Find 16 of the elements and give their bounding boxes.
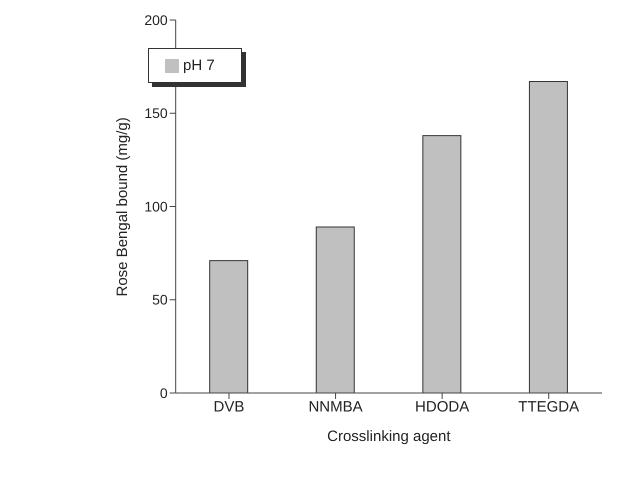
- bar: [528, 81, 568, 393]
- legend-label: pH 7: [183, 57, 215, 74]
- x-tick-label: DVB: [214, 398, 244, 416]
- x-axis-title: Crosslinking agent: [327, 428, 452, 445]
- bar: [209, 260, 248, 393]
- y-tick-label: 0: [160, 384, 168, 401]
- y-tick-label: 100: [144, 198, 168, 214]
- bar: [422, 135, 462, 393]
- x-tick-label: TTEGDA: [518, 398, 580, 416]
- y-axis-title: Rose Bengal bound (mg/g): [114, 117, 132, 296]
- bar: [316, 226, 355, 393]
- y-tick-label: 50: [152, 292, 168, 308]
- y-tick-label: 200: [144, 12, 168, 28]
- x-tick-label: NNMBA: [308, 398, 363, 416]
- x-tick-label: HDODA: [415, 398, 470, 416]
- y-tick-label: 150: [144, 105, 168, 122]
